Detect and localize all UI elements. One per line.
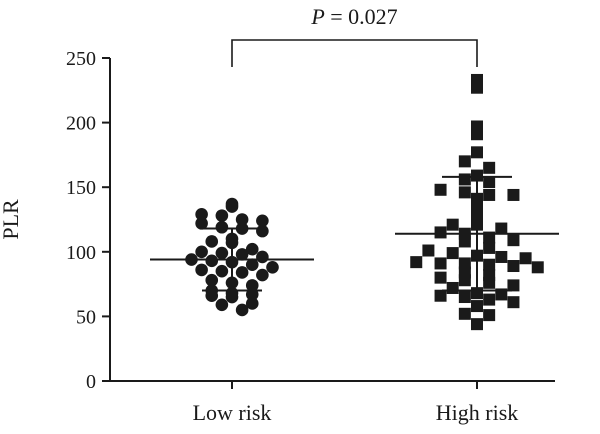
p-value-symbol: P	[310, 4, 324, 29]
data-point-high-risk	[507, 188, 520, 201]
data-point-low-risk	[205, 273, 219, 287]
data-point-low-risk	[225, 197, 239, 211]
x-category-label: Low risk	[193, 400, 272, 425]
data-point-high-risk	[483, 241, 496, 254]
data-point-high-risk	[458, 155, 471, 168]
data-point-high-risk	[483, 258, 496, 271]
data-point-high-risk	[434, 257, 447, 270]
data-point-high-risk	[471, 73, 483, 86]
data-point-high-risk	[410, 256, 423, 269]
data-point-high-risk	[507, 234, 520, 247]
data-point-high-risk	[483, 161, 496, 174]
data-point-low-risk	[256, 268, 269, 282]
data-point-low-risk	[205, 254, 219, 268]
data-point-high-risk	[458, 257, 471, 270]
x-ticks: Low risk High risk	[193, 381, 519, 425]
data-point-low-risk	[235, 266, 249, 279]
data-point-low-risk	[195, 208, 208, 221]
data-point-high-risk	[483, 309, 496, 322]
y-tick-label: 250	[66, 48, 96, 70]
data-point-low-risk	[195, 217, 208, 230]
y-tick-label: 50	[76, 306, 96, 328]
data-point-high-risk	[446, 218, 459, 231]
data-point-high-risk	[446, 247, 459, 260]
data-point-high-risk	[434, 226, 447, 239]
data-point-low-risk	[235, 248, 249, 261]
data-point-low-risk	[235, 303, 249, 317]
data-point-high-risk	[458, 173, 471, 186]
data-point-high-risk	[495, 222, 508, 235]
y-tick-label: 0	[86, 371, 96, 393]
data-point-low-risk	[256, 250, 269, 264]
y-ticks: 0 50 100 150 200 250	[66, 48, 110, 393]
data-point-low-risk	[215, 220, 229, 234]
data-point-low-risk	[235, 213, 249, 226]
data-point-high-risk	[507, 279, 520, 292]
data-point-low-risk	[195, 245, 208, 259]
y-tick-label: 100	[66, 242, 96, 264]
data-point-high-risk	[458, 266, 471, 279]
p-value-label: P = 0.027	[310, 4, 397, 29]
data-points	[185, 73, 544, 331]
data-point-low-risk	[245, 297, 259, 310]
data-point-low-risk	[256, 214, 269, 228]
data-point-low-risk	[215, 298, 229, 312]
data-point-high-risk	[458, 291, 471, 304]
data-point-high-risk	[471, 318, 483, 331]
axes: 0 50 100 150 200 250 Low risk High risk	[66, 48, 555, 425]
p-value-number: = 0.027	[325, 4, 398, 29]
data-point-low-risk	[215, 209, 229, 222]
data-point-low-risk	[215, 264, 229, 278]
data-point-high-risk	[471, 169, 483, 182]
data-point-high-risk	[507, 260, 520, 273]
data-point-high-risk	[495, 250, 508, 263]
data-point-high-risk	[458, 307, 471, 320]
x-category-label: High risk	[436, 400, 519, 425]
data-point-high-risk	[446, 281, 459, 294]
mean-sd-lines	[150, 175, 559, 292]
data-point-low-risk	[195, 263, 208, 277]
data-point-low-risk	[215, 246, 229, 260]
data-point-high-risk	[422, 244, 435, 257]
y-tick-label: 150	[66, 177, 96, 199]
significance-bracket: P = 0.027	[231, 4, 478, 67]
data-point-high-risk	[434, 289, 447, 302]
data-point-high-risk	[507, 296, 520, 309]
data-point-high-risk	[531, 261, 544, 274]
data-point-high-risk	[483, 176, 496, 189]
data-point-high-risk	[483, 188, 496, 201]
bracket-line	[231, 39, 478, 67]
data-point-high-risk	[458, 186, 471, 199]
data-point-high-risk	[434, 183, 447, 196]
data-point-high-risk	[471, 146, 483, 159]
data-point-high-risk	[519, 252, 532, 265]
y-tick-label: 200	[66, 113, 96, 135]
data-point-high-risk	[471, 120, 483, 133]
data-point-high-risk	[483, 269, 496, 282]
data-point-low-risk	[245, 279, 259, 292]
data-point-high-risk	[483, 293, 496, 306]
data-point-low-risk	[245, 258, 259, 272]
data-point-low-risk	[205, 235, 219, 248]
y-axis-title: PLR	[0, 199, 23, 240]
data-point-high-risk	[434, 271, 447, 284]
data-point-low-risk	[245, 242, 259, 256]
data-point-high-risk	[471, 300, 483, 313]
data-point-low-risk	[266, 261, 279, 274]
